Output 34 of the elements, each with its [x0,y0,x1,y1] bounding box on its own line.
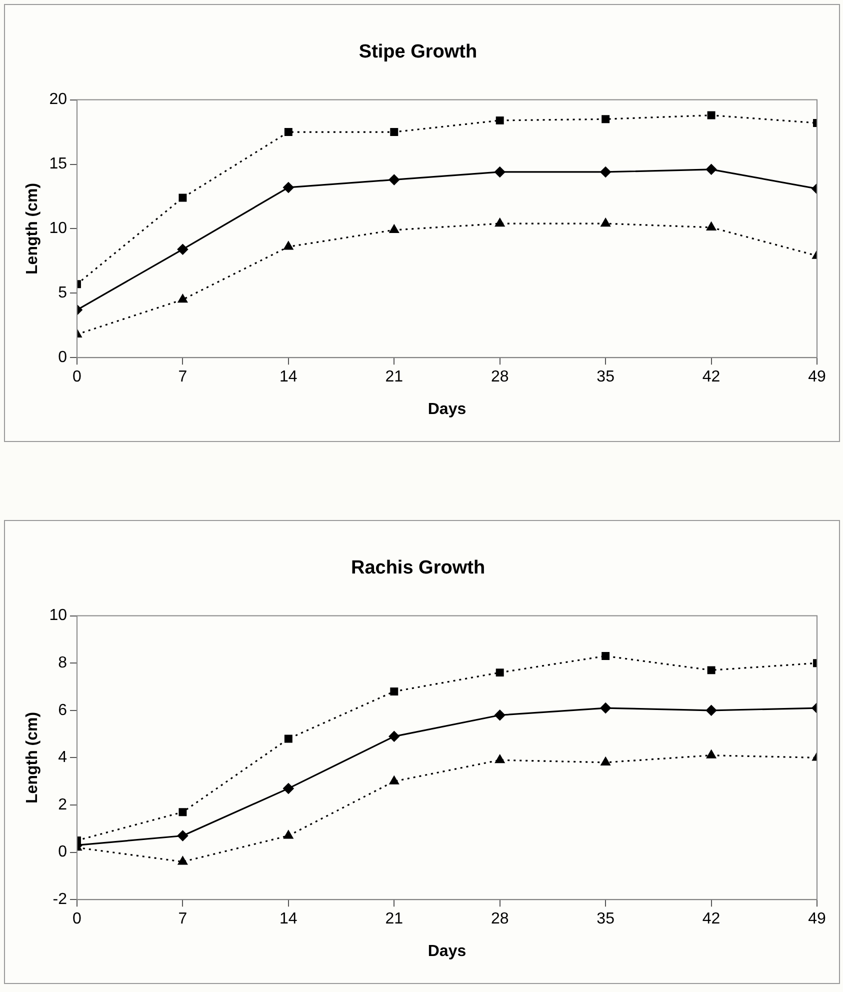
y-tick-label: 0 [58,844,68,861]
x-tick-label: 49 [808,910,826,928]
y-axis-title: Length (cm) [24,182,42,274]
y-tick-label: 2 [58,796,68,814]
y-tick-label: 5 [58,284,68,302]
x-tick-label: 7 [178,368,188,386]
x-tick-label: 28 [490,368,509,386]
y-tick-label: 20 [49,91,68,108]
x-tick-label: 0 [72,368,82,386]
x-tick-label: 42 [702,368,720,386]
y-tick-label: 10 [49,607,68,624]
x-tick-label: 35 [596,910,615,928]
chart-title: Stipe Growth [358,42,478,63]
x-tick-label: 35 [596,368,615,386]
chart-title: Rachis Growth [350,558,486,579]
x-tick-label: 21 [385,910,404,928]
y-tick-label: 0 [58,349,68,366]
y-tick-label: -2 [52,891,68,908]
y-tick-label: 8 [58,654,68,672]
y-axis-title: Length (cm) [24,712,42,804]
x-axis-title: Days [428,400,466,418]
x-tick-label: 49 [808,368,826,386]
x-tick-label: 42 [702,910,720,928]
y-tick-label: 10 [49,220,68,238]
x-tick-label: 28 [490,910,509,928]
x-tick-label: 14 [280,368,298,386]
y-tick-label: 6 [58,702,68,719]
x-tick-label: 7 [178,910,188,928]
x-axis-title: Days [428,942,466,960]
y-tick-label: 15 [49,156,68,173]
x-tick-label: 0 [72,910,82,928]
x-tick-label: 21 [385,368,404,386]
y-tick-label: 4 [58,749,68,766]
x-tick-label: 14 [280,910,298,928]
